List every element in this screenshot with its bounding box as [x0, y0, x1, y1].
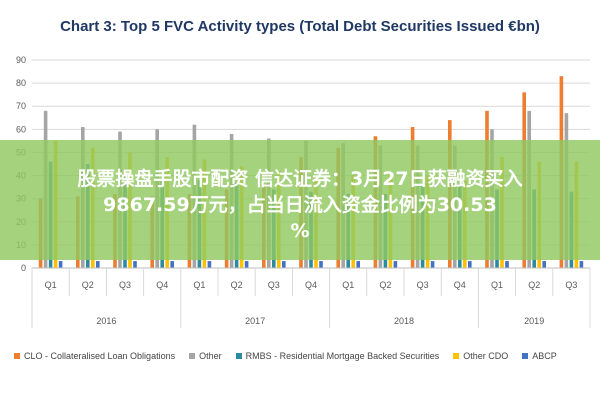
- bar: [282, 261, 286, 268]
- overlay-line-1: 股票操盘手股市配资 信达证券：3月27日获融资买入: [77, 168, 523, 190]
- legend-swatch: [235, 353, 242, 359]
- x-group-label: 2018: [394, 316, 414, 326]
- legend-label: Other: [199, 351, 222, 361]
- legend-swatch: [453, 353, 460, 359]
- x-group-label: 2019: [524, 316, 544, 326]
- x-tick-label: Q1: [342, 280, 354, 290]
- bar: [356, 261, 360, 268]
- x-tick-label: Q2: [231, 280, 243, 290]
- legend-swatch: [14, 353, 20, 359]
- x-tick-label: Q2: [82, 280, 94, 290]
- bar: [319, 261, 323, 268]
- overlay-line-3: %: [290, 220, 310, 242]
- legend-entry: Other: [189, 351, 222, 361]
- x-tick-label: Q1: [491, 280, 503, 290]
- bar: [244, 261, 249, 268]
- x-tick-label: Q2: [528, 280, 540, 290]
- y-tick-label: 80: [16, 78, 26, 88]
- overlay-text: 股票操盘手股市配资 信达证券：3月27日获融资买入 9867.59万元，占当日流…: [0, 166, 600, 244]
- chart-title: Chart 3: Top 5 FVC Activity types (Total…: [60, 18, 540, 35]
- bar: [170, 261, 174, 268]
- bar: [505, 261, 509, 268]
- bar: [542, 261, 546, 268]
- x-group-label: 2016: [96, 316, 116, 326]
- x-tick-label: Q3: [565, 280, 577, 290]
- overlay-banner: 股票操盘手股市配资 信达证券：3月27日获融资买入 9867.59万元，占当日流…: [0, 140, 600, 260]
- bar: [430, 261, 435, 268]
- bar: [468, 261, 472, 268]
- legend-entry: RMBS - Residential Mortgage Backed Secur…: [235, 351, 440, 361]
- x-tick-label: Q3: [119, 280, 131, 290]
- bar: [207, 261, 212, 268]
- y-tick-label: 70: [16, 101, 26, 111]
- legend-swatch: [189, 353, 196, 359]
- bar: [393, 261, 398, 268]
- chart-legend: CLO - Collateralised Loan Obligations Oth…: [14, 351, 600, 361]
- legend-entry: Other CDO: [453, 351, 508, 361]
- bar: [96, 261, 100, 268]
- x-tick-label: Q4: [454, 280, 466, 290]
- x-tick-label: Q3: [268, 280, 280, 290]
- x-tick-label: Q1: [45, 280, 57, 290]
- x-tick-label: Q1: [193, 280, 205, 290]
- legend-swatch: [522, 353, 529, 359]
- legend-entry: CLO - Collateralised Loan Obligations: [14, 351, 175, 361]
- overlay-line-2: 9867.59万元，占当日流入资金比例为30.53: [103, 194, 497, 216]
- x-tick-label: Q4: [305, 280, 317, 290]
- legend-label: RMBS - Residential Mortgage Backed Secur…: [245, 351, 440, 361]
- y-tick-label: 60: [16, 124, 26, 134]
- legend-entry: ABCP: [522, 351, 557, 361]
- y-tick-label: 90: [16, 55, 26, 65]
- x-tick-label: Q4: [156, 280, 168, 290]
- bar: [133, 261, 137, 268]
- x-tick-label: Q3: [417, 280, 429, 290]
- x-group-label: 2017: [245, 316, 265, 326]
- legend-label: ABCP: [532, 351, 557, 361]
- bar: [579, 261, 584, 268]
- legend-label: Other CDO: [463, 351, 509, 361]
- bar: [58, 261, 63, 268]
- legend-label: CLO - Collateralised Loan Obligations: [24, 351, 176, 361]
- y-tick-label: 0: [21, 263, 26, 273]
- x-tick-label: Q2: [379, 280, 391, 290]
